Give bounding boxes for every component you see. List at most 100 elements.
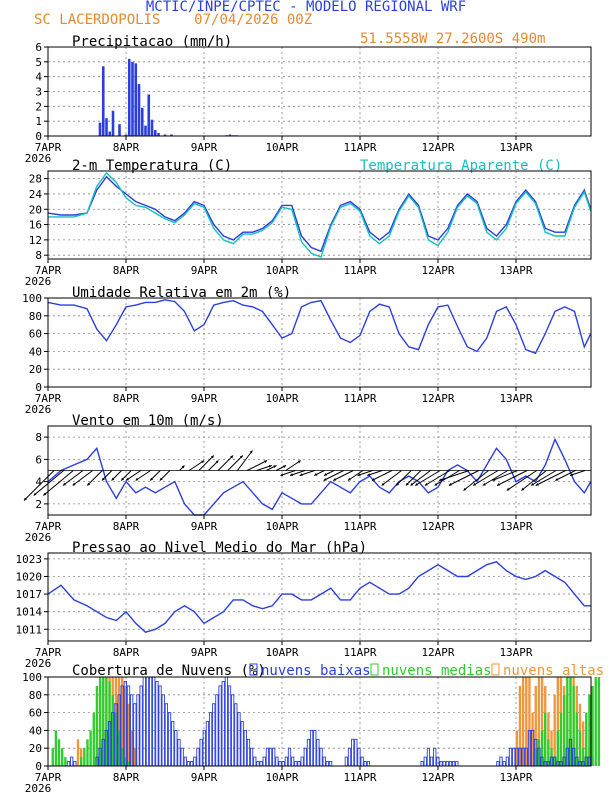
cloud-bar-nuvens-medias <box>572 685 575 766</box>
cloud-legend-label: nuvens baixas <box>261 663 371 679</box>
temp-xtick-label: 8APR <box>113 264 140 277</box>
clouds-year-label: 2026 <box>25 782 52 792</box>
wind-barb <box>472 470 499 486</box>
cloud-bar-nuvens-altas <box>518 685 522 766</box>
temp-ytick-label: 8 <box>35 249 42 262</box>
cloud-bar-nuvens-baixas <box>499 756 503 767</box>
cloud-bar-nuvens-baixas <box>439 761 443 767</box>
wind-barb <box>405 470 422 486</box>
precip-ytick-label: 1 <box>35 115 42 128</box>
precip-ytick-label: 2 <box>35 100 42 113</box>
cloud-bar-nuvens-medias <box>594 677 597 766</box>
cloud-bar-nuvens-baixas <box>322 756 326 767</box>
cloud-bar-nuvens-altas <box>537 677 541 766</box>
cloud-bar-nuvens-medias <box>61 748 64 766</box>
cloud-bar-nuvens-baixas <box>142 676 146 767</box>
wind-title: Vento em 10m (m/s) <box>72 413 224 429</box>
cloud-bar-nuvens-baixas <box>158 685 162 767</box>
wind-barb <box>347 470 364 481</box>
precip-bar <box>105 118 108 136</box>
cloud-bar-nuvens-baixas <box>240 721 244 767</box>
precip-bar <box>118 124 121 136</box>
wind-barb <box>299 470 315 476</box>
cloud-bar-nuvens-baixas <box>328 761 333 767</box>
clouds-frame <box>47 676 592 767</box>
clouds-ytick-label: 80 <box>29 689 42 702</box>
rh-xtick-label: 8APR <box>113 392 140 405</box>
wind-barb-head <box>357 473 361 476</box>
cloud-bar-nuvens-baixas <box>291 756 295 767</box>
precip-bar <box>157 133 160 136</box>
wind-barb <box>62 470 84 486</box>
precip-xtick-label: 7APR <box>35 141 62 154</box>
temp-xtick-label: 13APR <box>499 264 532 277</box>
wind-barb <box>217 455 234 471</box>
wind-series-line-0 <box>47 437 592 516</box>
wind-barb-head <box>473 482 477 486</box>
cloud-bar-nuvens-baixas <box>265 747 270 767</box>
cloud-bar-nuvens-baixas <box>253 756 257 767</box>
model-run-date: 07/04/2026 00Z <box>194 12 313 28</box>
wind-barb-head <box>439 478 443 481</box>
wind-barb-head <box>424 482 428 486</box>
clouds-title: Cobertura de Nuvens (%) <box>72 663 266 679</box>
cloud-bar-nuvens-medias <box>537 739 541 766</box>
wind-barb <box>280 470 296 476</box>
wind-barb-head <box>33 492 37 496</box>
wind-barb <box>135 470 151 481</box>
press-title: Pressao ao Nivel Medio do Mar (hPa) <box>72 540 367 556</box>
wind-barb-head <box>497 483 501 486</box>
clouds-xtick-label: 8APR <box>113 771 140 784</box>
clouds-panel: 0 20 40 60 80 100 7APR 8APR 9APR 10APR 11APR 12APR 1… <box>22 663 604 792</box>
precip-bar <box>153 130 157 136</box>
cloud-bar-nuvens-baixas <box>272 747 276 767</box>
rh-xtick-label: 11APR <box>343 392 376 405</box>
wind-barb <box>86 470 103 486</box>
temp-year-label: 2026 <box>25 275 52 288</box>
wind-xtick-label: 9APR <box>191 520 218 533</box>
cloud-bar-nuvens-altas <box>76 739 80 766</box>
cloud-bar-nuvens-medias <box>588 694 591 766</box>
cloud-bar-nuvens-baixas <box>66 761 71 767</box>
wind-barb-head <box>280 473 284 476</box>
wind-xtick-label: 10APR <box>265 520 298 533</box>
cloud-bar-nuvens-baixas <box>303 747 307 767</box>
cloud-bar-nuvens-baixas <box>70 756 74 767</box>
wind-barb <box>246 460 268 471</box>
rh-xtick-label: 10APR <box>265 392 298 405</box>
cloud-bar-nuvens-baixas <box>496 761 500 767</box>
temp-ytick-label: 12 <box>29 234 42 247</box>
cloud-bar-nuvens-medias <box>540 730 544 766</box>
wind-barb-head <box>323 478 327 481</box>
cloud-bar-nuvens-baixas <box>281 761 285 767</box>
wind-barb-head <box>347 477 351 481</box>
wind-barb-head <box>101 477 105 481</box>
wind-barb-head <box>264 460 268 463</box>
precip-bar <box>108 131 112 136</box>
press-ytick-label: 1014 <box>16 606 43 619</box>
wind-barb-head <box>492 478 496 481</box>
cloud-bar-nuvens-medias <box>64 757 67 766</box>
precip-ytick-label: 3 <box>35 86 42 99</box>
cloud-bar-nuvens-medias <box>57 739 61 766</box>
cloud-bar-nuvens-altas <box>127 703 130 766</box>
wind-barb-head <box>448 483 452 486</box>
wind-barb-head <box>396 482 400 486</box>
wind-barb-head <box>215 460 219 464</box>
rh-year-label: 2026 <box>25 403 52 416</box>
temp-legend: Temperatura Aparente (C) <box>360 158 562 174</box>
wind-barb <box>23 470 55 501</box>
chart-main-title: MCTIC/INPE/CPTEC - MODELO REGIONAL WRF <box>145 0 467 15</box>
rh-ytick-label: 80 <box>29 310 42 323</box>
rh-ytick-label: 60 <box>29 328 42 341</box>
wind-barb <box>333 470 354 481</box>
cloud-bar-nuvens-baixas <box>256 761 260 767</box>
cloud-bar-nuvens-baixas <box>319 747 323 767</box>
cloud-bar-nuvens-baixas <box>347 747 352 767</box>
rh-panel: 0 20 40 60 80 100 7APR 8APR 9APR 10APR 11APR 12APR 1… <box>22 285 592 416</box>
precip-bar <box>98 122 102 136</box>
rh-ytick-label: 20 <box>29 363 42 376</box>
cloud-bar-nuvens-medias <box>83 748 86 766</box>
wind-barb-head <box>111 477 115 481</box>
